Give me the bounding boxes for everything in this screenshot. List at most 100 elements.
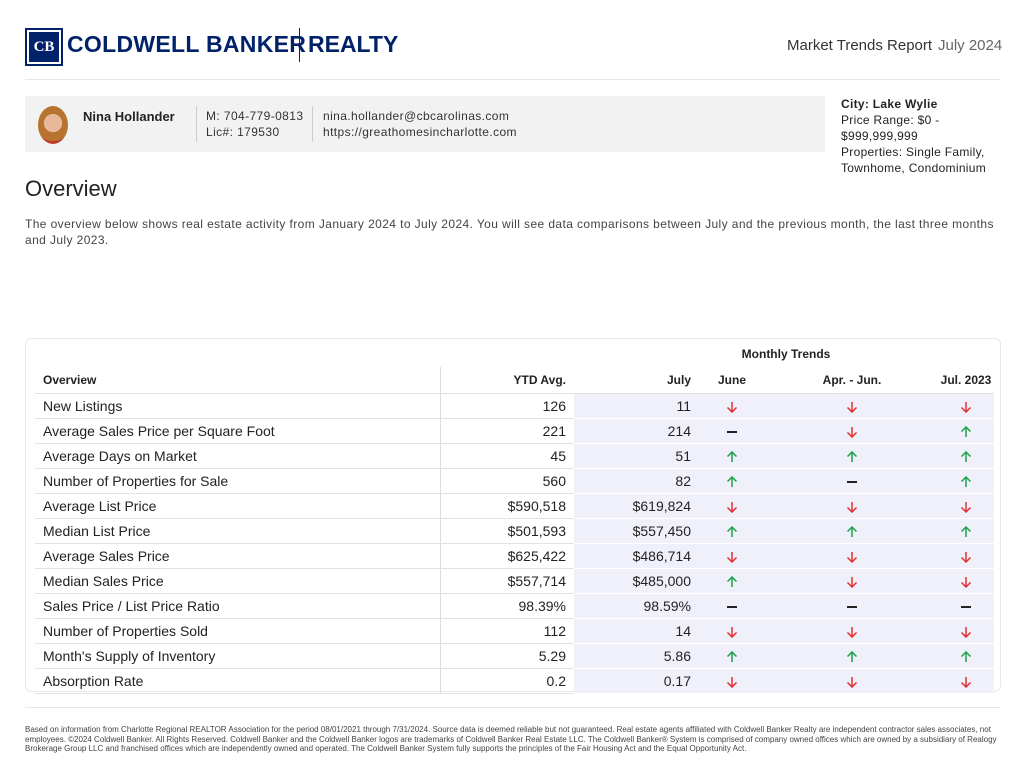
table-row: Month's Supply of Inventory 5.29 5.86 bbox=[35, 643, 994, 669]
cell: 98.59% bbox=[574, 593, 698, 619]
cell: $501,593 bbox=[440, 518, 574, 544]
cell: Median Sales Price bbox=[35, 568, 441, 594]
trend-cell bbox=[938, 443, 994, 469]
cell: Average Sales Price bbox=[35, 543, 441, 569]
cell: Number of Properties Sold bbox=[35, 618, 441, 644]
trend-cell bbox=[766, 593, 938, 619]
table-row: Average Sales Price $625,422 $486,714 bbox=[35, 543, 994, 569]
trend-icon bbox=[960, 451, 972, 463]
trend-icon bbox=[846, 627, 858, 639]
table-row: Absorption Rate 0.2 0.17 bbox=[35, 668, 994, 694]
agent-license: Lic#: 179530 bbox=[206, 125, 280, 139]
brand: COLDWELL BANKER bbox=[67, 31, 307, 57]
cell: 45 bbox=[440, 443, 574, 469]
table-row: Sales Price / List Price Ratio 98.39% 98.5… bbox=[35, 593, 994, 619]
trend-icon bbox=[846, 526, 858, 538]
cell: 221 bbox=[440, 418, 574, 444]
trend-cell bbox=[766, 393, 938, 419]
rule bbox=[25, 79, 1000, 80]
filter-properties: Properties: Single Family, Townhome, Con… bbox=[841, 145, 987, 175]
trend-icon bbox=[846, 552, 858, 564]
column-header: YTD Avg. bbox=[440, 367, 574, 394]
trend-icon bbox=[847, 606, 857, 609]
disclaimer: Based on information from Charlotte Regi… bbox=[25, 725, 997, 753]
cell: $485,000 bbox=[574, 568, 698, 594]
table-row: Median List Price $501,593 $557,450 bbox=[35, 518, 994, 544]
trend-icon bbox=[960, 627, 972, 639]
trend-icon bbox=[726, 651, 738, 663]
trend-cell bbox=[938, 668, 994, 694]
trend-cell bbox=[698, 668, 766, 694]
agent-box bbox=[25, 96, 825, 152]
table-row: Average Days on Market 45 51 bbox=[35, 443, 994, 469]
agent-website[interactable]: https://greathomesincharlotte.com bbox=[323, 125, 517, 139]
trend-icon bbox=[846, 577, 858, 589]
trend-cell bbox=[766, 668, 938, 694]
trend-icon bbox=[960, 651, 972, 663]
trend-cell bbox=[766, 493, 938, 519]
trend-cell bbox=[698, 643, 766, 669]
cell: 14 bbox=[574, 618, 698, 644]
cell: 0.2 bbox=[440, 668, 574, 694]
divider bbox=[196, 106, 197, 142]
trend-icon bbox=[960, 677, 972, 689]
cell: Absorption Rate bbox=[35, 668, 441, 694]
report-date: July 2024 bbox=[938, 37, 1003, 54]
trend-cell bbox=[698, 393, 766, 419]
cell: $557,714 bbox=[440, 568, 574, 594]
logo: CB bbox=[25, 28, 63, 66]
trend-icon bbox=[727, 431, 737, 434]
trend-icon bbox=[726, 451, 738, 463]
group-header: Monthly Trends bbox=[698, 341, 994, 367]
trend-cell bbox=[766, 643, 938, 669]
trend-cell bbox=[698, 593, 766, 619]
cell: $557,450 bbox=[574, 518, 698, 544]
cell: 214 bbox=[574, 418, 698, 444]
trend-cell bbox=[938, 618, 994, 644]
trend-icon bbox=[846, 427, 858, 439]
cell: 82 bbox=[574, 468, 698, 494]
trend-cell bbox=[938, 643, 994, 669]
trend-cell bbox=[698, 518, 766, 544]
column-header: Overview bbox=[35, 367, 441, 394]
cell: $486,714 bbox=[574, 543, 698, 569]
trend-cell bbox=[698, 468, 766, 494]
trend-icon bbox=[726, 526, 738, 538]
trend-icon bbox=[846, 677, 858, 689]
trend-cell bbox=[698, 493, 766, 519]
agent-email[interactable]: nina.hollander@cbcarolinas.com bbox=[323, 109, 510, 123]
filters: City: Lake Wylie Price Range: $0 - $999,… bbox=[841, 96, 1001, 176]
trend-cell bbox=[938, 518, 994, 544]
cell: New Listings bbox=[35, 393, 441, 419]
trend-icon bbox=[846, 651, 858, 663]
table-row: Average List Price $590,518 $619,824 bbox=[35, 493, 994, 519]
trend-cell bbox=[938, 493, 994, 519]
cell: Average Sales Price per Square Foot bbox=[35, 418, 441, 444]
cell: $590,518 bbox=[440, 493, 574, 519]
cell: 0.17 bbox=[574, 668, 698, 694]
table-row: Median Sales Price $557,714 $485,000 bbox=[35, 568, 994, 594]
trend-icon bbox=[960, 577, 972, 589]
brand-sub: REALTY bbox=[308, 31, 399, 57]
filter-price: Price Range: $0 - $999,999,999 bbox=[841, 113, 940, 143]
trend-icon bbox=[726, 677, 738, 689]
trend-cell bbox=[938, 593, 994, 619]
column-header: Apr. - Jun. bbox=[766, 367, 938, 394]
agent-photo bbox=[38, 106, 68, 144]
agent-phone: M: 704-779-0813 bbox=[206, 109, 304, 123]
trend-cell bbox=[766, 568, 938, 594]
trend-cell bbox=[766, 543, 938, 569]
rule bbox=[25, 707, 1000, 708]
trend-icon bbox=[960, 526, 972, 538]
table-row: Average Sales Price per Square Foot 221 21… bbox=[35, 418, 994, 444]
trend-icon bbox=[846, 451, 858, 463]
table-row: Number of Properties for Sale 560 82 bbox=[35, 468, 994, 494]
cell: Average Days on Market bbox=[35, 443, 441, 469]
trend-icon bbox=[846, 402, 858, 414]
trend-cell bbox=[698, 568, 766, 594]
divider bbox=[312, 106, 313, 142]
group-header-text: Monthly Trends bbox=[741, 347, 831, 361]
cell: 51 bbox=[574, 443, 698, 469]
trend-icon bbox=[846, 502, 858, 514]
